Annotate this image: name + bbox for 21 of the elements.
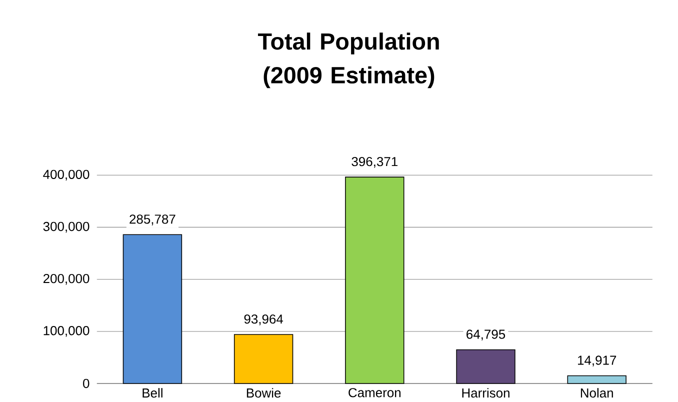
chart-title: Total Population (2009 Estimate) xyxy=(258,32,439,88)
y-tick-label: 100,000 xyxy=(44,326,90,337)
bar xyxy=(456,349,516,384)
x-tick-label: Bowie xyxy=(246,388,281,398)
x-tick-label: Cameron xyxy=(348,388,400,398)
y-tick-label: 0 xyxy=(83,378,90,388)
y-tick-label: 300,000 xyxy=(43,222,90,233)
data-label: 285,787 xyxy=(130,214,176,226)
data-label: 64,795 xyxy=(466,330,506,340)
bar xyxy=(567,375,626,384)
data-label: 14,917 xyxy=(578,356,616,366)
bar xyxy=(234,334,294,384)
x-tick-label: Nolan xyxy=(580,388,613,398)
data-label: 93,964 xyxy=(244,314,284,326)
bar xyxy=(345,176,404,384)
x-tick-label: Bell xyxy=(142,388,162,398)
x-tick-label: Harrison xyxy=(462,388,510,398)
bar xyxy=(122,234,182,384)
y-tick-label: 400,000 xyxy=(43,170,90,181)
data-label: 396,371 xyxy=(352,157,398,168)
y-tick-label: 200,000 xyxy=(43,274,90,285)
